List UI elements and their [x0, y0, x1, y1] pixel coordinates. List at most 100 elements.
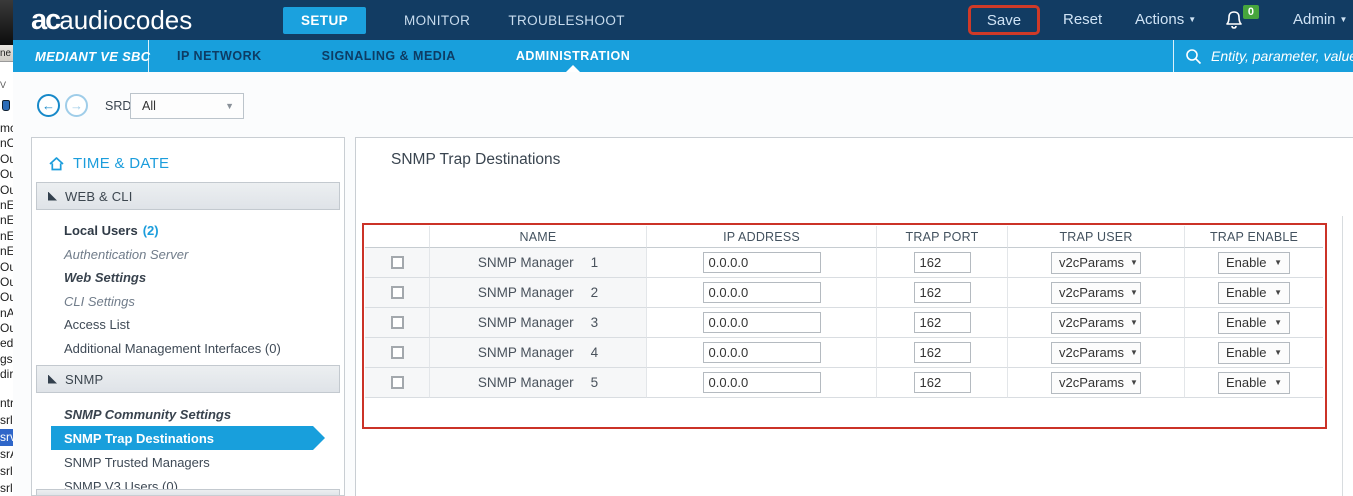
ip-address-input[interactable] [703, 342, 821, 363]
sub-navbar: MEDIANT VE SBC IP NETWORK SIGNALING & MED… [13, 40, 1353, 72]
row-checkbox[interactable] [391, 286, 404, 299]
row-index-label: 4 [591, 345, 599, 360]
navigate-back-button[interactable]: ← [37, 94, 60, 117]
admin-label: Admin [1293, 11, 1336, 28]
background-text-fragment: srl [0, 480, 13, 496]
topbar-actions: Save Reset Actions▼ 0 Admin▼ [968, 0, 1353, 40]
sidebar-item-snmp-community-settings[interactable]: SNMP Community Settings [32, 402, 344, 426]
background-text-fragment: srA [0, 446, 13, 463]
row-index-label: 3 [591, 315, 599, 330]
audiocodes-logo: acaudiocodes [31, 4, 192, 37]
trap-port-input[interactable] [914, 372, 971, 393]
trap-enable-value: Enable [1226, 315, 1266, 330]
ip-address-input[interactable] [703, 372, 821, 393]
subtab-administration[interactable]: ADMINISTRATION [512, 40, 634, 72]
background-text-fragment: gs [0, 352, 13, 367]
ip-address-input[interactable] [703, 282, 821, 303]
tab-setup[interactable]: SETUP [283, 7, 366, 34]
trap-port-input[interactable] [914, 342, 971, 363]
trap-user-dropdown[interactable]: v2cParams▼ [1051, 312, 1141, 334]
reset-button[interactable]: Reset [1063, 11, 1102, 28]
tab-troubleshoot[interactable]: TROUBLESHOOT [508, 13, 625, 28]
trap-user-dropdown[interactable]: v2cParams▼ [1051, 372, 1141, 394]
trap-user-dropdown[interactable]: v2cParams▼ [1051, 252, 1141, 274]
trap-enable-dropdown[interactable]: Enable▼ [1218, 342, 1290, 364]
main-panel: SNMP Trap Destinations NAMEIP ADDRESSTRA… [355, 137, 1353, 496]
table-row: SNMP Manager1v2cParams▼Enable▼ [365, 248, 1324, 278]
product-name-tab[interactable]: MEDIANT VE SBC [35, 40, 150, 72]
srd-dropdown[interactable]: All ▼ [130, 93, 244, 119]
column-header-trap-user: TRAP USER [1008, 226, 1185, 248]
background-text-fragment: srl [0, 463, 13, 480]
table-header-row: NAMEIP ADDRESSTRAP PORTTRAP USERTRAP ENA… [365, 226, 1324, 248]
chevron-down-icon: ▼ [1130, 348, 1138, 357]
sidebar-item-web-settings[interactable]: Web Settings [32, 266, 344, 290]
trap-enable-value: Enable [1226, 285, 1266, 300]
top-navbar: acaudiocodes SETUP MONITOR TROUBLESHOOT Sa… [13, 0, 1353, 40]
notification-bell-button[interactable]: 0 [1223, 7, 1259, 37]
row-checkbox[interactable] [391, 346, 404, 359]
table-row: SNMP Manager5v2cParams▼Enable▼ [365, 368, 1324, 398]
search-icon [1185, 48, 1202, 65]
trap-user-dropdown[interactable]: v2cParams▼ [1051, 342, 1141, 364]
row-name-label: SNMP Manager [478, 285, 574, 300]
background-window-dark-area [0, 0, 13, 45]
chevron-down-icon: ▼ [1274, 258, 1282, 267]
sidebar-item-access-list[interactable]: Access List [32, 313, 344, 337]
sidebar-item-label: SNMP Trusted Managers [64, 455, 210, 470]
row-checkbox[interactable] [391, 376, 404, 389]
table-annotation-box: NAMEIP ADDRESSTRAP PORTTRAP USERTRAP ENA… [362, 223, 1327, 429]
row-checkbox[interactable] [391, 316, 404, 329]
column-header-trap-enable: TRAP ENABLE [1185, 226, 1323, 248]
logo-wordmark: audiocodes [59, 5, 192, 35]
trap-port-input[interactable] [914, 252, 971, 273]
sidebar-item-additional-management-interfaces-0-[interactable]: Additional Management Interfaces (0) [32, 337, 344, 361]
trap-enable-value: Enable [1226, 255, 1266, 270]
main-tabs: SETUP MONITOR TROUBLESHOOT [283, 0, 625, 40]
background-window-button-fragment: ne [0, 45, 13, 62]
sidebar-item-cli-settings[interactable]: CLI Settings [32, 290, 344, 314]
trap-enable-dropdown[interactable]: Enable▼ [1218, 312, 1290, 334]
checkbox-cell [365, 248, 430, 278]
ip-address-input[interactable] [703, 312, 821, 333]
sidebar-item-authentication-server[interactable]: Authentication Server [32, 243, 344, 267]
trap-port-input[interactable] [914, 282, 971, 303]
trap-enable-dropdown[interactable]: Enable ▼ [1218, 252, 1290, 274]
trap-enable-dropdown[interactable]: Enable▼ [1218, 282, 1290, 304]
sidebar-item-snmp-trusted-managers[interactable]: SNMP Trusted Managers [32, 450, 344, 474]
admin-menu-button[interactable]: Admin▼ [1293, 11, 1347, 28]
subbar-menu: IP NETWORK SIGNALING & MEDIA ADMINISTRATIO… [173, 40, 634, 72]
trap-user-cell: v2cParams▼ [1008, 308, 1185, 338]
app-screen: ne V mcnCOuOuOunEnEnEnEOuOuOunAOuedgsdir… [0, 0, 1353, 496]
row-checkbox[interactable] [391, 256, 404, 269]
ip-address-input[interactable] [703, 252, 821, 273]
background-text-fragment: Ou [0, 260, 13, 275]
global-search[interactable]: Entity, parameter, value [1185, 40, 1353, 72]
background-text-fragment: nC [0, 136, 13, 151]
sidebar-section-web-cli[interactable]: WEB & CLI [36, 182, 340, 210]
background-text-fragment: Ou [0, 167, 13, 182]
trap-port-input[interactable] [914, 312, 971, 333]
navigate-forward-button[interactable]: → [65, 94, 88, 117]
save-button[interactable]: Save [987, 12, 1021, 29]
ip-address-cell [647, 248, 877, 278]
chevron-down-icon: ▼ [1130, 378, 1138, 387]
sidebar-item-time-and-date[interactable]: TIME & DATE [48, 150, 344, 177]
sidebar-item-snmp-trap-destinations[interactable]: SNMP Trap Destinations [51, 426, 325, 450]
subtab-ip-network[interactable]: IP NETWORK [173, 40, 266, 72]
table-row: SNMP Manager2v2cParams▼Enable▼ [365, 278, 1324, 308]
srd-dropdown-value: All [142, 99, 156, 113]
subtab-signaling-media[interactable]: SIGNALING & MEDIA [318, 40, 460, 72]
trap-port-cell [877, 248, 1008, 278]
sidebar-section-snmp[interactable]: SNMP [36, 365, 340, 393]
actions-menu-button[interactable]: Actions▼ [1135, 11, 1196, 28]
trap-user-cell: v2cParams▼ [1008, 248, 1185, 278]
trap-enable-dropdown[interactable]: Enable▼ [1218, 372, 1290, 394]
sidebar-item-local-users[interactable]: Local Users(2) [32, 219, 344, 243]
background-text-fragment: nE [0, 229, 13, 244]
sidebar-section-label: WEB & CLI [65, 189, 133, 204]
background-text-fragment: ed [0, 336, 13, 351]
tab-monitor[interactable]: MONITOR [404, 13, 470, 28]
trap-user-dropdown[interactable]: v2cParams▼ [1051, 282, 1141, 304]
content-area: ← → SRD All ▼ TIME & DATE WEB & CLILocal… [13, 72, 1353, 496]
